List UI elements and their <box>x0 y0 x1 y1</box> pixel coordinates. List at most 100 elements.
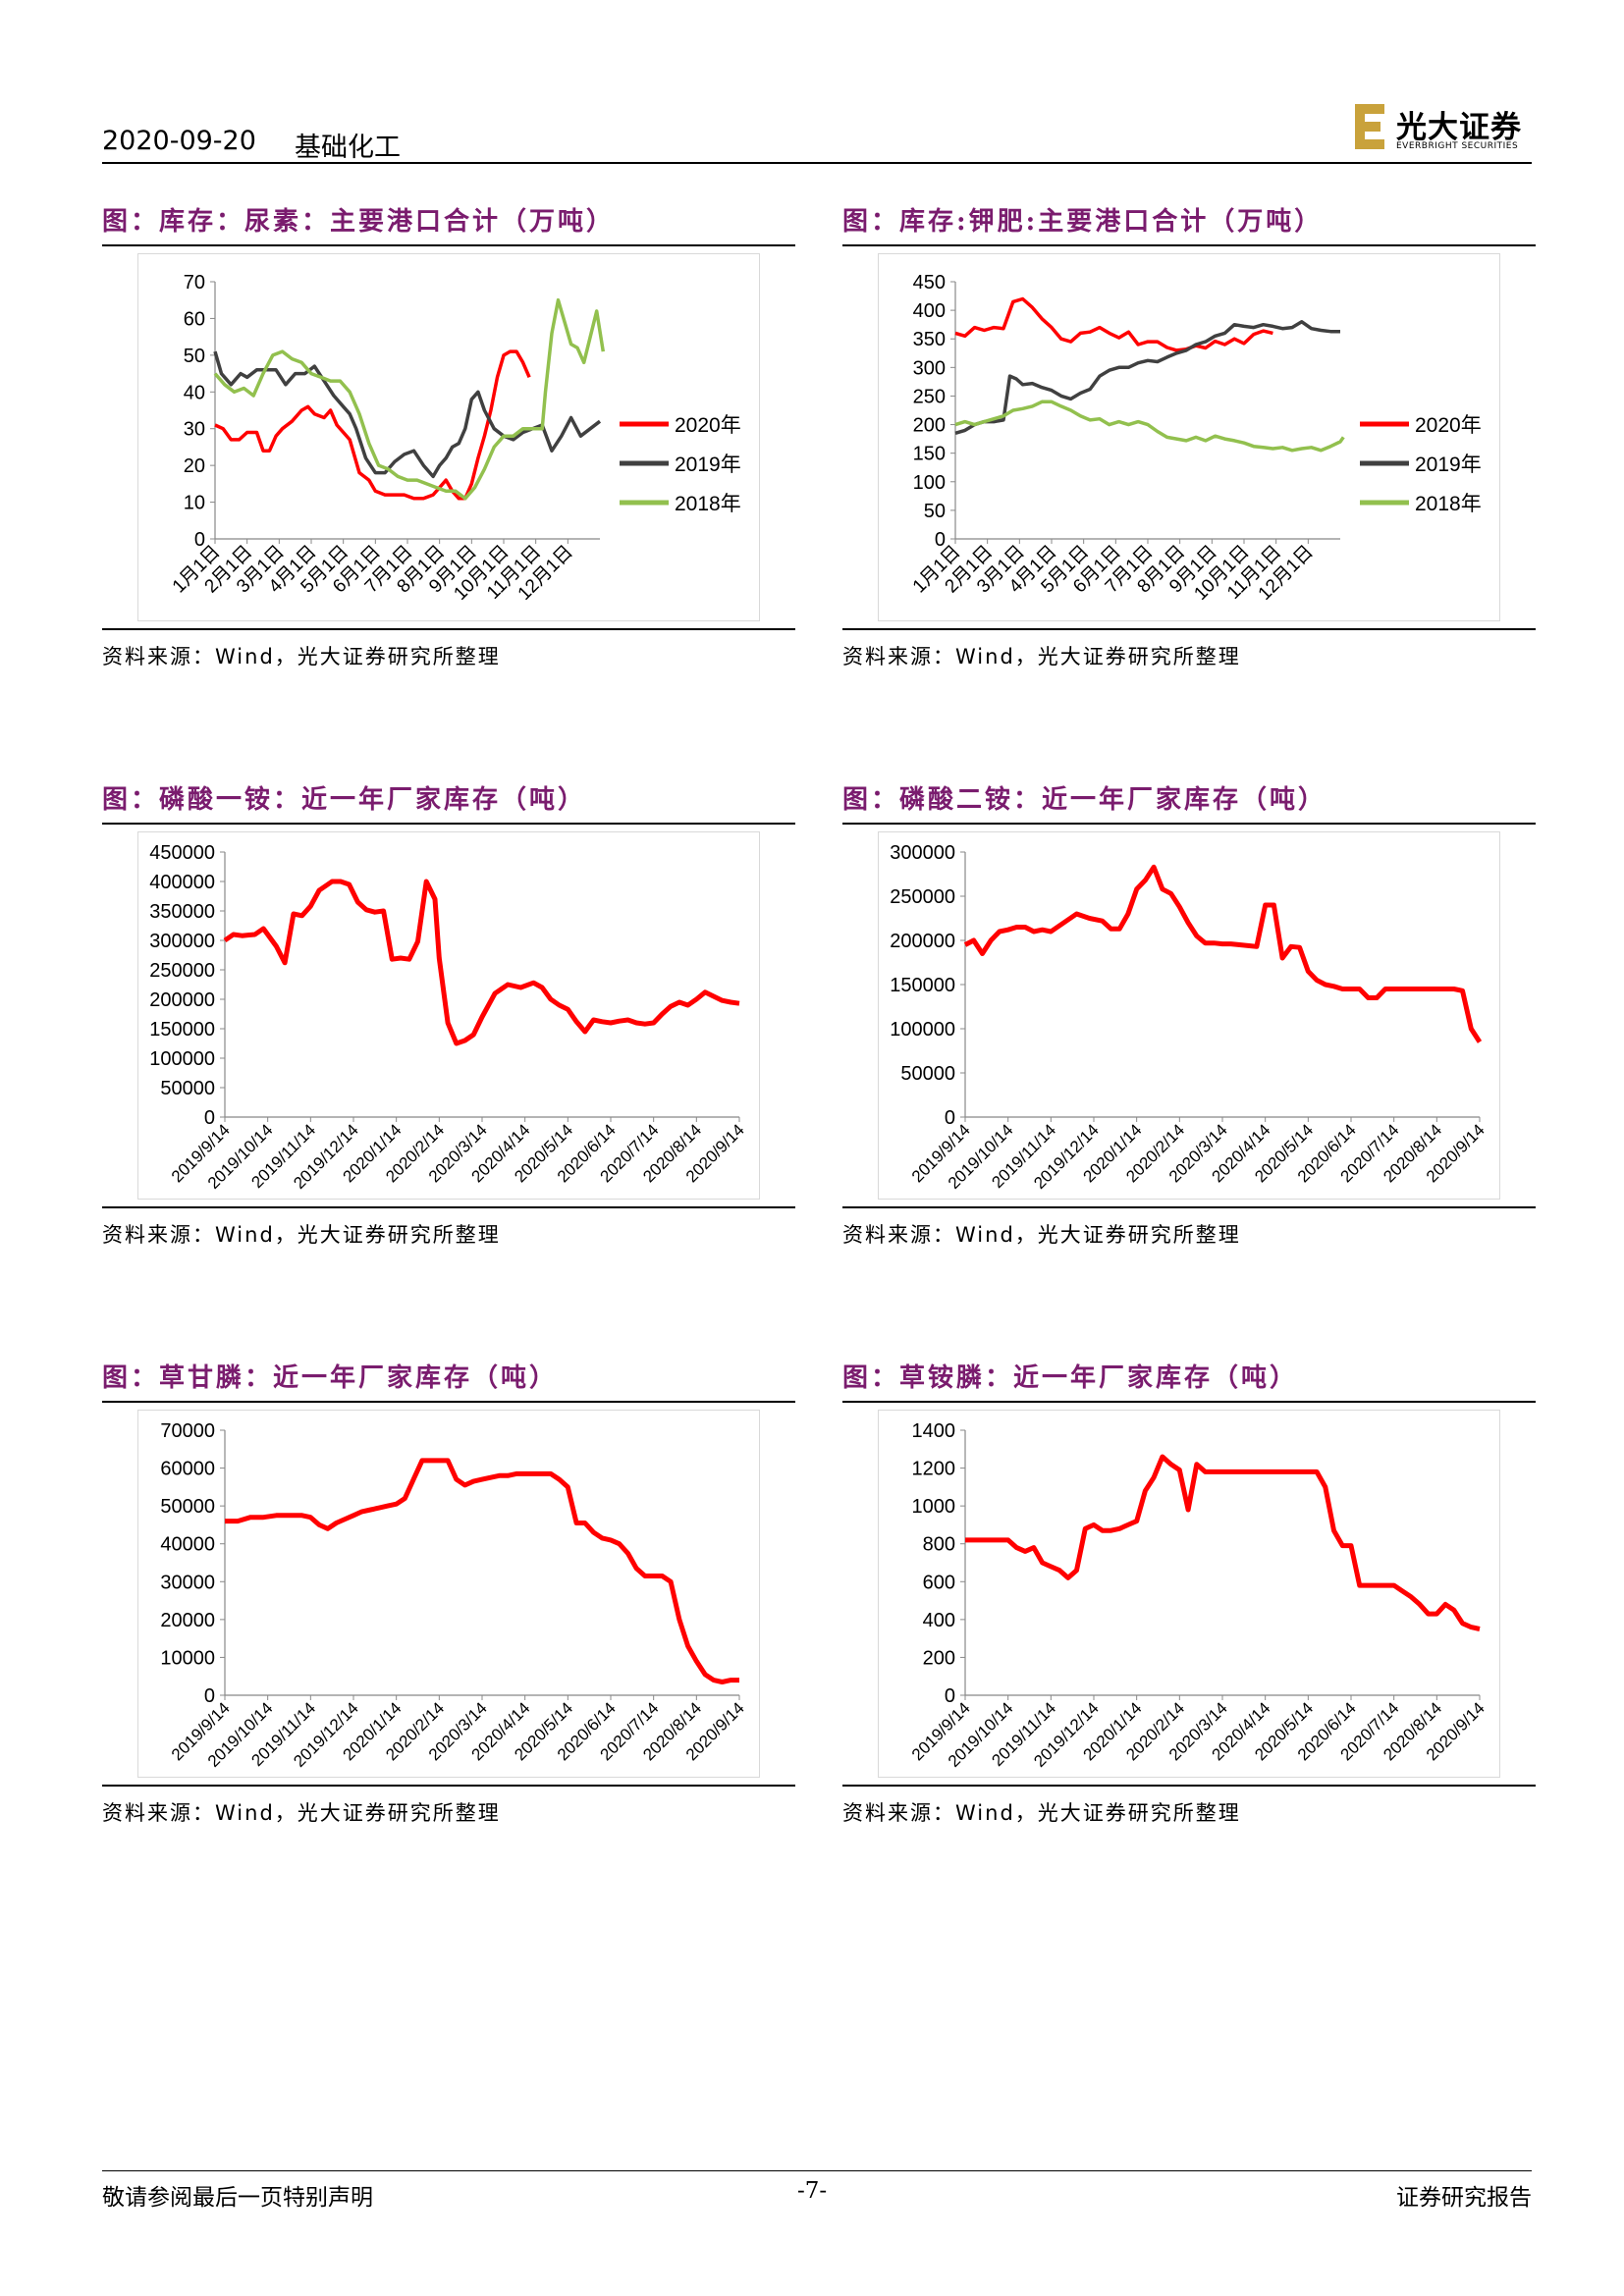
y-tick-label: 250000 <box>149 960 215 982</box>
chart-frame: 0 50 100 150 200 250 300 350 400 450 1月1日 2月1日 3月1日 4… <box>878 253 1500 621</box>
logo-subtext: EVERBRIGHT SECURITIES <box>1396 141 1519 151</box>
y-tick-label: 250000 <box>890 886 955 908</box>
y-tick-label: 300 <box>913 357 946 379</box>
y-tick-label: 450 <box>913 272 946 294</box>
y-tick-label: 100 <box>913 472 946 494</box>
panel-divider <box>842 244 1536 246</box>
chart-urea-inventory: 0102030405060701月1日2月1日3月1日4月1日5月1日6月1日7… <box>169 272 741 605</box>
chart-frame: 0 10 20 30 40 50 60 70 1月1日 2月1日 3月1日 4月1日 5月1日 6月1日 7… <box>137 253 760 621</box>
brand-logo: 光大证券 EVERBRIGHT SECURITIES <box>1355 100 1532 155</box>
footer-disclaimer: 敬请参阅最后一页特别声明 <box>102 2185 373 2211</box>
chart-title: 图：磷酸二铵：近一年厂家库存（吨） <box>842 785 1327 815</box>
y-tick-label: 0 <box>935 529 946 551</box>
y-tick-label: 20000 <box>160 1610 215 1631</box>
chart-dap-inventory: 0500001000001500002000002500003000002019… <box>890 842 1489 1193</box>
y-tick-label: 0 <box>204 1685 215 1707</box>
y-tick-label: 20 <box>184 455 205 477</box>
y-tick-label: 150000 <box>149 1019 215 1041</box>
chart-frame: 0 50000 100000 150000 200000 250000 300000 3500… <box>137 831 760 1200</box>
y-tick-label: 400 <box>913 300 946 322</box>
y-tick-label: 1200 <box>912 1459 956 1480</box>
report-date: 2020-09-20 <box>102 126 256 156</box>
y-tick-label: 0 <box>194 529 205 551</box>
chart-frame: 0 200 400 600 800 1000 1200 1400 2019/9/14 2019/1… <box>878 1410 1500 1778</box>
panel-divider <box>102 823 795 825</box>
legend-label: 2020年 <box>1415 414 1482 437</box>
y-tick-label: 100000 <box>890 1019 955 1041</box>
series-line <box>213 297 606 501</box>
panel-divider <box>842 1785 1536 1787</box>
panel-divider <box>102 1401 795 1403</box>
series-line <box>214 349 531 501</box>
panel-divider <box>102 1206 795 1208</box>
chart-frame: 0 10000 20000 30000 40000 50000 60000 70000 2019… <box>137 1410 760 1778</box>
legend-label: 2020年 <box>675 414 741 437</box>
y-tick-label: 600 <box>923 1572 955 1593</box>
y-tick-label: 70000 <box>160 1420 215 1442</box>
header-divider <box>102 162 1532 164</box>
panel-divider <box>842 823 1536 825</box>
chart-title: 图：库存:钾肥:主要港口合计（万吨） <box>842 207 1324 237</box>
chart-source: 资料来源：Wind，光大证券研究所整理 <box>102 1801 501 1825</box>
series-line <box>965 1454 1481 1631</box>
y-tick-label: 0 <box>204 1107 215 1129</box>
y-tick-label: 0 <box>945 1685 955 1707</box>
y-tick-label: 1400 <box>912 1420 956 1442</box>
y-tick-label: 40000 <box>160 1534 215 1556</box>
y-tick-label: 350 <box>913 329 946 350</box>
chart-frame: 0 50000 100000 150000 200000 250000 300000 2019… <box>878 831 1500 1200</box>
panel-divider <box>102 628 795 630</box>
y-tick-label: 50000 <box>900 1063 955 1085</box>
panel-divider <box>842 628 1536 630</box>
y-tick-label: 350000 <box>149 901 215 923</box>
y-tick-label: 300000 <box>149 931 215 952</box>
y-tick-label: 100000 <box>149 1048 215 1070</box>
chart-map-inventory: 0 50000 100000 150000 200000 250000 300000 3500… <box>149 842 748 1193</box>
logo-mark-icon <box>1355 104 1384 149</box>
chart-title: 图：草铵膦：近一年厂家库存（吨） <box>842 1363 1299 1393</box>
panel-divider <box>102 1785 795 1787</box>
report-sector: 基础化工 <box>295 133 401 163</box>
series-line <box>954 320 1340 435</box>
y-tick-label: 10 <box>184 493 205 514</box>
y-tick-label: 200000 <box>890 931 955 952</box>
panel-divider <box>842 1401 1536 1403</box>
y-tick-label: 800 <box>923 1534 955 1556</box>
y-tick-label: 200 <box>913 415 946 437</box>
y-tick-label: 60000 <box>160 1459 215 1480</box>
series-line <box>223 879 740 1046</box>
chart-glufosinate-inventory: 02004006008001000120014002019/9/142019/1… <box>908 1420 1489 1771</box>
chart-potash-inventory: 0501001502002503003504004501月1日2月1日3月1日4… <box>909 272 1482 605</box>
chart-source: 资料来源：Wind，光大证券研究所整理 <box>102 1223 501 1247</box>
y-tick-label: 40 <box>184 382 205 403</box>
legend-label: 2018年 <box>675 493 741 515</box>
series-line <box>954 400 1345 453</box>
y-tick-label: 150000 <box>890 975 955 996</box>
y-tick-label: 30000 <box>160 1572 215 1593</box>
logo-text: 光大证券 <box>1396 110 1522 145</box>
chart-title: 图：草甘膦：近一年厂家库存（吨） <box>102 1363 559 1393</box>
y-tick-label: 30 <box>184 419 205 441</box>
series-line <box>963 864 1483 1043</box>
y-tick-label: 50000 <box>160 1496 215 1518</box>
y-tick-label: 250 <box>913 386 946 407</box>
y-tick-label: 60 <box>184 308 205 330</box>
y-tick-label: 200 <box>923 1647 955 1669</box>
y-tick-label: 50 <box>184 346 205 367</box>
footer-divider <box>102 2170 1532 2171</box>
y-tick-label: 200000 <box>149 989 215 1011</box>
y-tick-label: 150 <box>913 444 946 465</box>
footer-label: 证券研究报告 <box>1396 2185 1532 2211</box>
panel-divider <box>102 244 795 246</box>
y-tick-label: 50 <box>924 501 946 522</box>
panel-divider <box>842 1206 1536 1208</box>
y-tick-label: 1000 <box>912 1496 956 1518</box>
y-tick-label: 0 <box>945 1107 955 1129</box>
chart-source: 资料来源：Wind，光大证券研究所整理 <box>842 645 1241 668</box>
chart-source: 资料来源：Wind，光大证券研究所整理 <box>842 1801 1241 1825</box>
y-tick-label: 300000 <box>890 842 955 864</box>
chart-title: 图：库存：尿素：主要港口合计（万吨） <box>102 207 616 237</box>
chart-source: 资料来源：Wind，光大证券研究所整理 <box>102 645 501 668</box>
chart-title: 图：磷酸一铵：近一年厂家库存（吨） <box>102 785 587 815</box>
page-number: -7- <box>797 2178 828 2204</box>
